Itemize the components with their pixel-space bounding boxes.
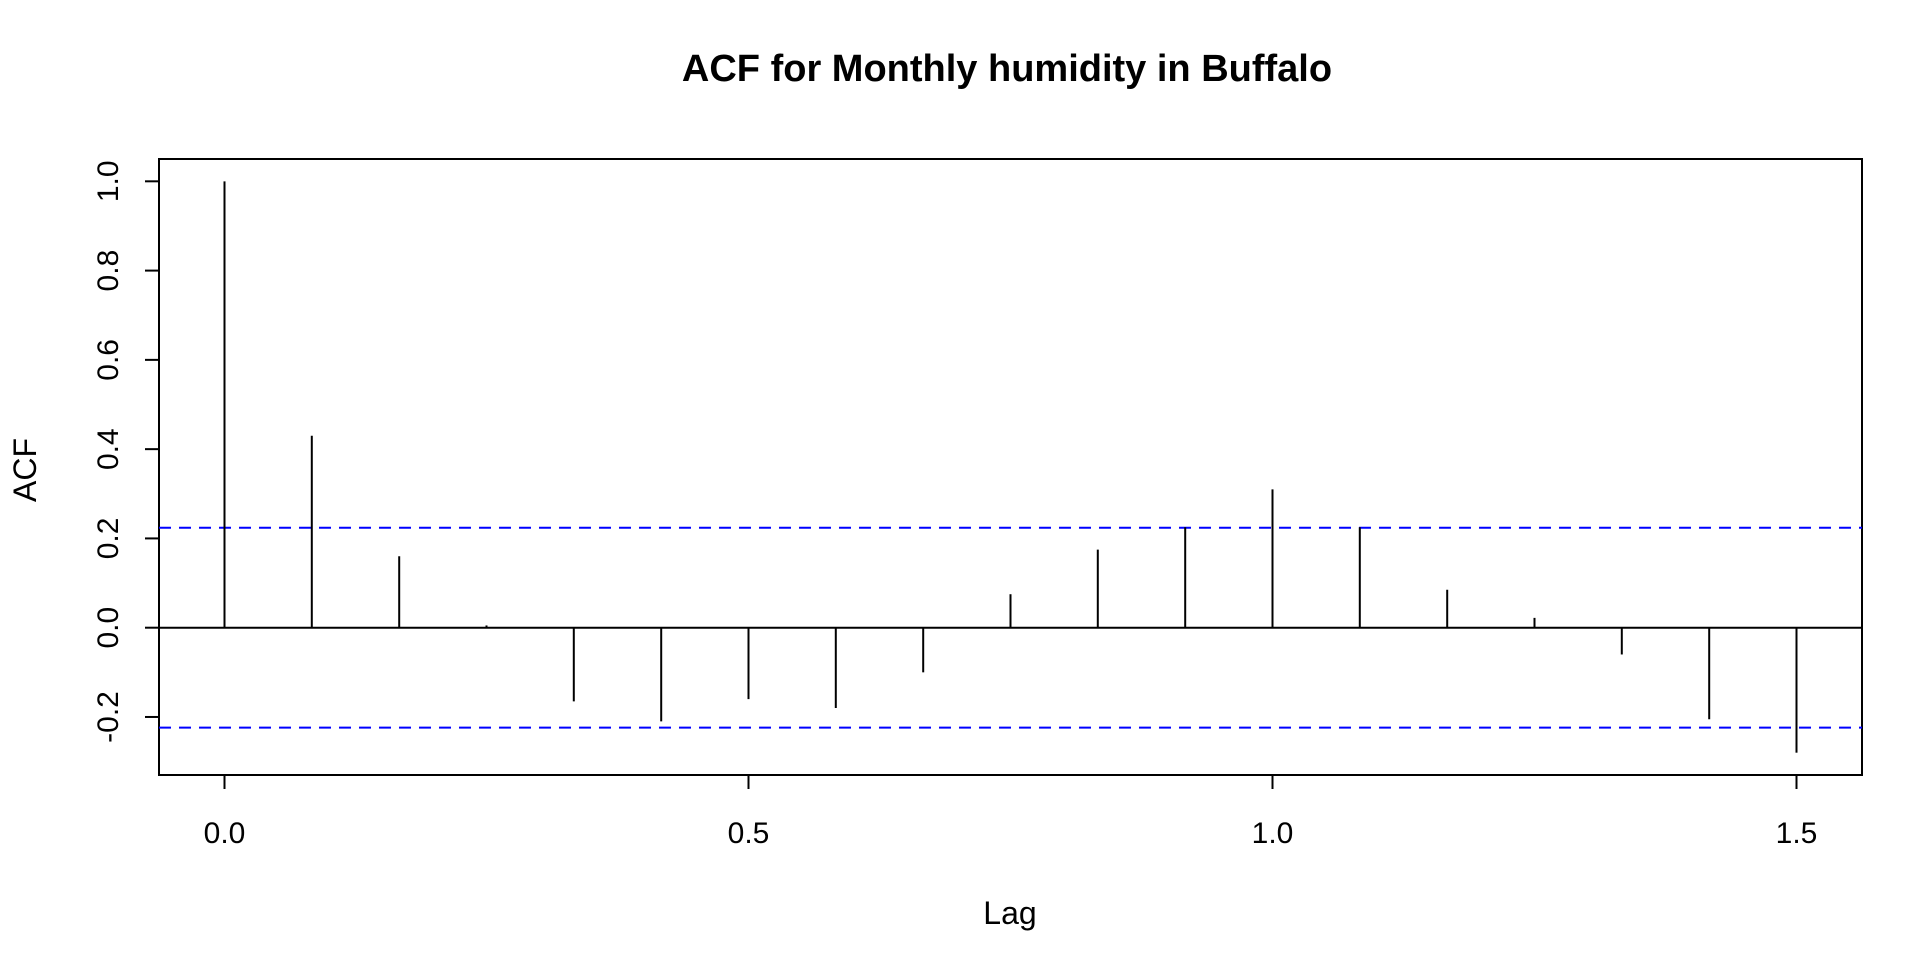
x-tick-label: 1.0 xyxy=(1252,817,1294,850)
y-tick-label: 0.4 xyxy=(92,428,125,470)
x-tick-label: 1.5 xyxy=(1776,817,1818,850)
y-tick-label: 0.6 xyxy=(92,339,125,381)
y-tick-label: 0.2 xyxy=(92,518,125,560)
x-tick-label: 0.5 xyxy=(728,817,770,850)
x-tick-label: 0.0 xyxy=(204,817,246,850)
y-tick-label: 1.0 xyxy=(92,160,125,202)
y-tick-label: -0.2 xyxy=(92,691,125,743)
y-axis: -0.2 0.0 0.2 0.4 0.6 0.8 1.0 xyxy=(92,160,160,743)
confidence-bounds xyxy=(159,526,1862,729)
chart-title: ACF for Monthly humidity in Buffalo xyxy=(682,48,1332,90)
x-axis: 0.0 0.5 1.0 1.5 xyxy=(204,774,1818,850)
x-axis-title: Lag xyxy=(983,895,1036,931)
acf-bars xyxy=(223,181,1798,753)
y-tick-label: 0.0 xyxy=(92,607,125,649)
y-axis-title: ACF xyxy=(7,438,43,502)
y-tick-label: 0.8 xyxy=(92,250,125,292)
